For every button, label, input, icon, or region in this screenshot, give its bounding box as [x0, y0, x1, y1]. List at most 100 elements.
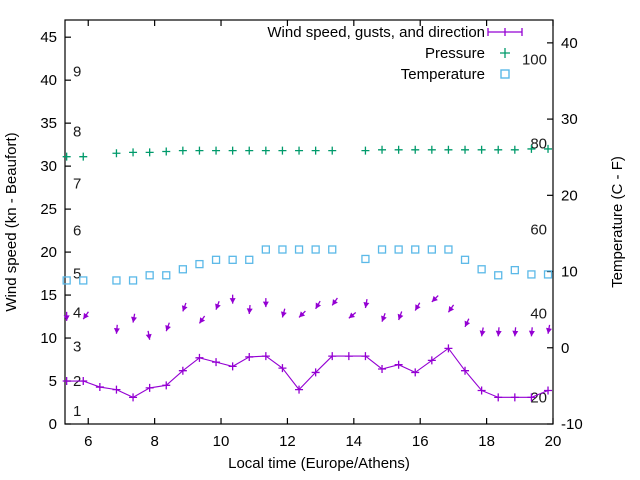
fahrenheit-label: 40 [530, 305, 547, 322]
temperature-point [211, 255, 221, 264]
wind-arrow-head [397, 313, 404, 320]
wind-arrow-head [131, 316, 137, 323]
wind-speed-point [162, 381, 171, 390]
legend-label-0: Wind speed, gusts, and direction [267, 24, 485, 41]
wind-speed-point [411, 368, 420, 377]
pressure-point [228, 146, 237, 155]
pressure-point [112, 149, 121, 158]
pressure-point [427, 145, 436, 154]
pressure-point [295, 146, 304, 155]
wind-speed-point [427, 356, 436, 365]
temperature-point [494, 271, 503, 280]
y2-tick-label: 0 [561, 340, 569, 357]
legend-label-1: Pressure [425, 45, 485, 62]
y-tick-label: 45 [40, 29, 57, 46]
temperature-point [411, 245, 420, 254]
wind-speed-point [444, 344, 453, 353]
beaufort-label: 5 [73, 266, 81, 283]
beaufort-label: 7 [73, 175, 81, 192]
x-tick-label: 10 [213, 433, 230, 450]
x-axis-title: Local time (Europe/Athens) [228, 455, 410, 472]
legend-marker-square [500, 69, 510, 79]
wind-arrow-head [280, 311, 287, 318]
wind-speed-point [178, 366, 187, 375]
pressure-point [494, 145, 503, 154]
temperature-point [510, 265, 519, 275]
beaufort-label: 9 [73, 64, 81, 81]
y-tick-label: 0 [49, 416, 57, 433]
wind-arrow-head [431, 295, 438, 302]
y2-tick-label: 10 [561, 264, 578, 281]
temperature-point [278, 245, 287, 254]
x-tick-label: 6 [84, 433, 92, 450]
wind-arrow-head [528, 330, 535, 337]
pressure-point [527, 144, 536, 153]
pressure-point [411, 145, 420, 154]
temperature-point [261, 245, 270, 254]
wind-speed-point [79, 377, 88, 386]
temperature-point [112, 276, 121, 285]
temperature-point [328, 245, 337, 254]
y-tick-label: 20 [40, 244, 57, 261]
x-tick-label: 12 [279, 433, 296, 450]
temperature-point [460, 255, 470, 264]
pressure-point [328, 146, 337, 155]
pressure-point [212, 146, 221, 155]
x-tick-label: 16 [412, 433, 429, 450]
wind-speed-point [361, 352, 370, 361]
wind-arrow-head [348, 312, 355, 319]
wind-arrow-head [464, 320, 471, 327]
temperature-point [394, 245, 403, 254]
temperature-point [245, 255, 254, 264]
wind-arrow-head [315, 302, 321, 309]
legend-marker-plus [500, 48, 510, 58]
pressure-point [79, 152, 88, 161]
wind-speed-point [129, 393, 138, 402]
axis-titles: Local time (Europe/Athens) Wind speed (kn… [3, 132, 626, 472]
temperature-point [79, 276, 88, 285]
y2-tick-label: 20 [561, 187, 578, 204]
wind-arrow-head [246, 308, 253, 314]
wind-speed-point [112, 385, 121, 394]
y-tick-label: 35 [40, 115, 57, 132]
wind-arrow-head [448, 306, 455, 313]
beaufort-label: 3 [73, 339, 81, 356]
temperature-point [527, 270, 536, 279]
temperature-point [195, 259, 204, 269]
plot-border [64, 19, 554, 425]
pressure-point [195, 146, 204, 155]
pressure-point [461, 145, 470, 154]
pressure-point [394, 145, 403, 154]
legend-label-2: Temperature [401, 66, 485, 83]
pressure-point [145, 148, 154, 157]
pressure-point [444, 145, 453, 154]
beaufort-label: 4 [73, 304, 81, 321]
temperature-point [162, 271, 171, 280]
wind-speed-point [544, 386, 553, 395]
temperature-point [427, 245, 436, 254]
pressure-point [544, 144, 553, 153]
x-tick-label: 14 [345, 433, 362, 450]
wind-speed-point [295, 385, 304, 394]
x-tick-label: 18 [478, 433, 495, 450]
wind-speed-point [311, 368, 320, 377]
pressure-point [278, 146, 287, 155]
wind-speed-point [394, 360, 403, 369]
x-tick-label: 8 [150, 433, 158, 450]
fahrenheit-scale-labels: 20 40 60 80 100 [522, 52, 547, 407]
wind-speed-point [344, 352, 353, 361]
y-tick-label: 5 [49, 373, 57, 390]
series-wind-speed [62, 344, 553, 402]
y-tick-label: 40 [40, 72, 57, 89]
series-temperature [62, 245, 553, 285]
wind-speed-point [328, 352, 337, 361]
wind-speed-point [62, 377, 71, 386]
wind-arrow-head [165, 324, 171, 332]
temperature-point [62, 276, 71, 285]
wind-speed-point [461, 366, 470, 375]
wind-speed-point [145, 383, 154, 392]
wind-arrow-head [181, 305, 188, 312]
wind-arrow-head [145, 333, 152, 340]
